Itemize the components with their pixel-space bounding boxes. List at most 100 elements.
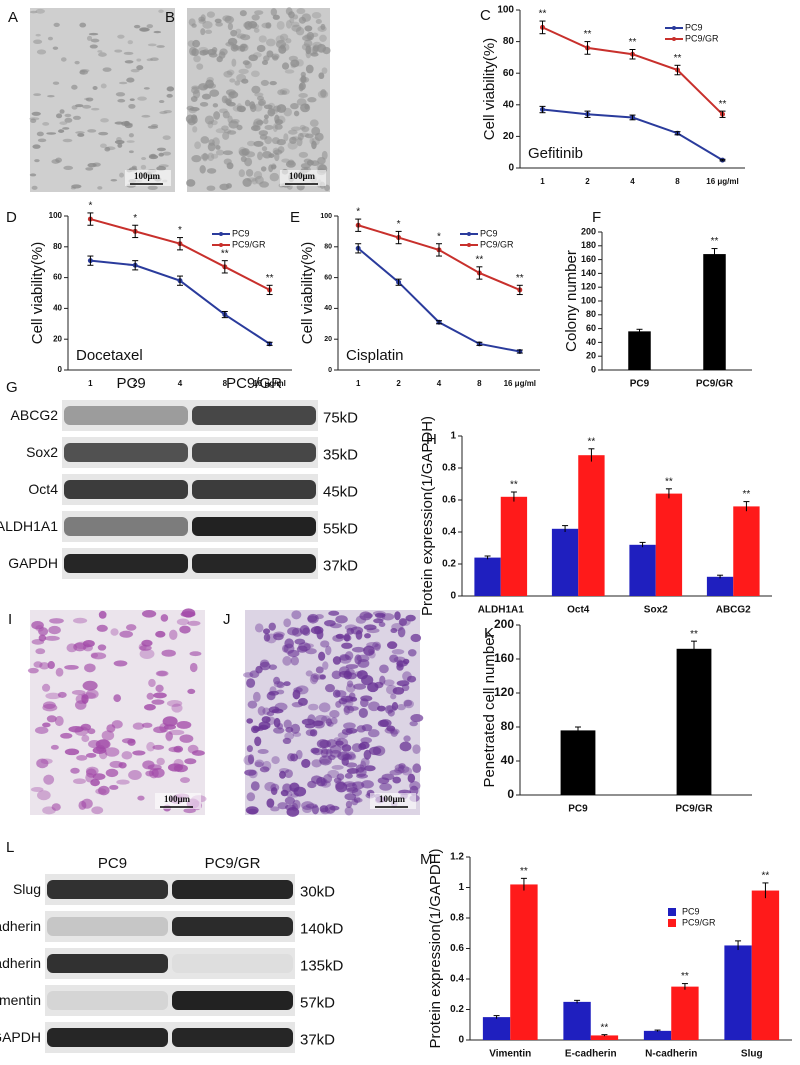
cell [305,64,314,74]
cell [147,764,162,771]
cell [231,58,237,67]
x-tick-label: 1 [88,379,93,388]
cell [87,129,97,133]
cell [337,732,349,739]
cell [356,725,366,733]
cell [90,652,107,660]
cell [345,668,355,676]
cell [192,126,198,133]
bar [628,331,651,370]
error-bar [266,284,273,296]
cell [336,773,345,781]
cell [244,20,253,30]
legend-marker [219,232,223,236]
cell [47,94,55,98]
cell [79,70,86,75]
x-tick-label: 4 [178,379,183,388]
cell [138,643,147,651]
cell [296,98,307,106]
cell [87,162,97,168]
cell [64,117,73,123]
cell [339,654,350,661]
error-bar [639,541,646,548]
x-tick-label: 16 μg/ml [504,379,536,388]
error-bar [476,341,483,346]
cell [403,699,414,709]
cell [74,641,90,650]
protein-label: N-cadherin [0,918,41,934]
cell [401,766,413,776]
cell [283,133,289,142]
cell [347,706,359,711]
cell [335,781,348,793]
cell [146,741,155,752]
cell [310,626,324,635]
cell [304,33,314,40]
cell [305,45,312,55]
cell [289,17,295,24]
cell [264,781,276,792]
cell [230,29,238,37]
cell [101,730,115,741]
cell [162,716,178,727]
cell [198,16,206,22]
cell [81,798,93,809]
cell [303,158,312,164]
cell [222,110,230,119]
error-bar [574,999,581,1004]
cell [119,172,124,178]
cell [288,11,295,19]
cell [248,54,258,62]
cell [70,767,80,774]
cell [250,125,261,132]
cell [206,11,215,18]
scale-bg [125,170,171,186]
cell [284,69,295,74]
cell [47,36,54,41]
cell [156,757,165,766]
cell [145,770,154,777]
cell [66,643,78,653]
cell [100,143,107,149]
cell [284,769,293,779]
cell [331,670,342,680]
micrograph [27,608,207,815]
cell [98,52,107,57]
legend-marker [672,26,676,30]
cell [284,796,296,805]
cell [333,737,341,743]
legend-label: PC9 [685,22,703,32]
cell [60,732,73,739]
cell [232,105,243,112]
cell [325,645,332,656]
x-tick-label: PC9/GR [696,379,734,390]
scale-label: 100μm [289,171,316,181]
panel-label: D [6,209,17,226]
cell [245,169,254,177]
cell [325,748,333,758]
cell [366,641,379,648]
y-tick-label: 100 [320,213,332,220]
cell [55,667,64,677]
y-tick-label: 60 [53,273,62,282]
cell [146,692,154,700]
cell [290,126,302,131]
cell [207,120,214,129]
line [357,247,520,353]
cell [282,656,292,666]
cell [305,670,313,677]
bar [733,506,760,596]
cell [85,97,94,102]
cell [156,166,167,171]
cell [291,136,299,141]
cell [75,694,87,704]
cell [79,22,87,28]
size-label: 75kD [323,409,358,426]
cell [76,755,88,761]
size-label: 57kD [300,994,335,1011]
error-bar [711,248,718,260]
cell [329,710,340,719]
bar [578,455,605,596]
cell [359,760,367,771]
cell [296,7,306,15]
